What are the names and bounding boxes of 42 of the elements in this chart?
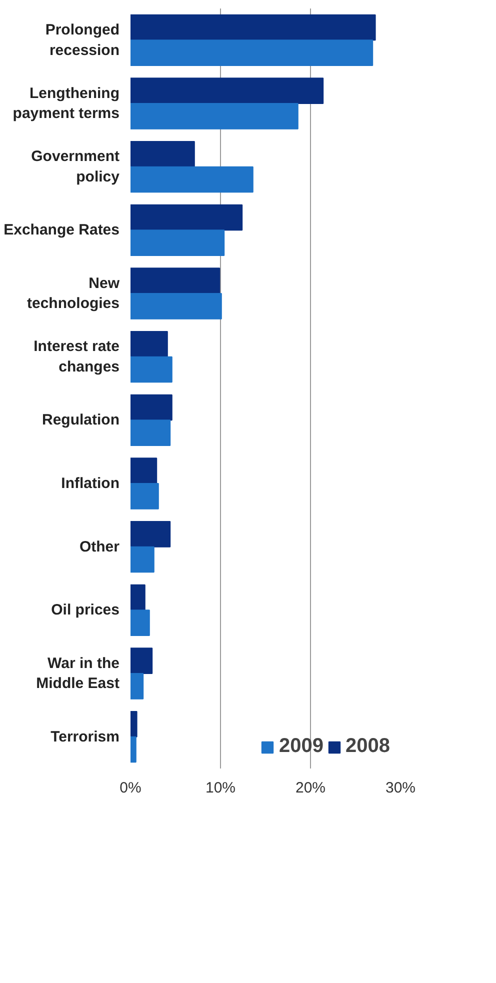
y-tick-label: Terrorism	[50, 728, 120, 746]
bar	[130, 204, 243, 231]
bar	[130, 546, 154, 573]
y-tick-label: Prolonged recession	[45, 21, 120, 59]
x-tick-label: 20%	[295, 780, 326, 796]
bar	[130, 141, 195, 168]
y-tick-label: Interest rate changes	[34, 338, 120, 376]
y-tick-label: War in the Middle East	[36, 654, 120, 692]
y-tick-label: Government policy	[31, 148, 120, 186]
bar	[130, 14, 376, 41]
bar	[130, 230, 225, 256]
x-tick-label: 0%	[120, 780, 142, 796]
y-tick-label: Other	[79, 538, 120, 556]
x-tick-label: 10%	[205, 780, 236, 796]
bar	[130, 103, 298, 130]
legend-label: 2009	[279, 735, 324, 758]
bar	[130, 483, 159, 510]
bar	[130, 394, 172, 421]
bar	[130, 584, 146, 611]
y-tick-label: Oil prices	[51, 602, 120, 619]
bar	[130, 78, 324, 104]
bar	[130, 356, 172, 383]
bar	[130, 331, 168, 358]
bar	[130, 166, 254, 193]
legend-label: 2008	[346, 735, 390, 758]
x-tick-label: 30%	[385, 780, 416, 796]
bar	[130, 293, 222, 320]
bar	[130, 711, 138, 738]
y-tick-label: Exchange Rates	[4, 222, 120, 239]
bar	[130, 521, 171, 548]
bar	[130, 610, 150, 636]
bar	[130, 648, 153, 674]
bar	[130, 673, 144, 700]
bar	[130, 458, 158, 484]
bar	[130, 736, 136, 763]
y-tick-label: Lengthening payment terms	[12, 84, 120, 122]
bar	[130, 420, 171, 446]
y-tick-label: New technologies	[26, 274, 120, 312]
y-tick-label: Regulation	[42, 412, 120, 429]
bar	[130, 268, 220, 294]
y-tick-label: Inflation	[61, 475, 120, 492]
bar	[130, 40, 374, 66]
